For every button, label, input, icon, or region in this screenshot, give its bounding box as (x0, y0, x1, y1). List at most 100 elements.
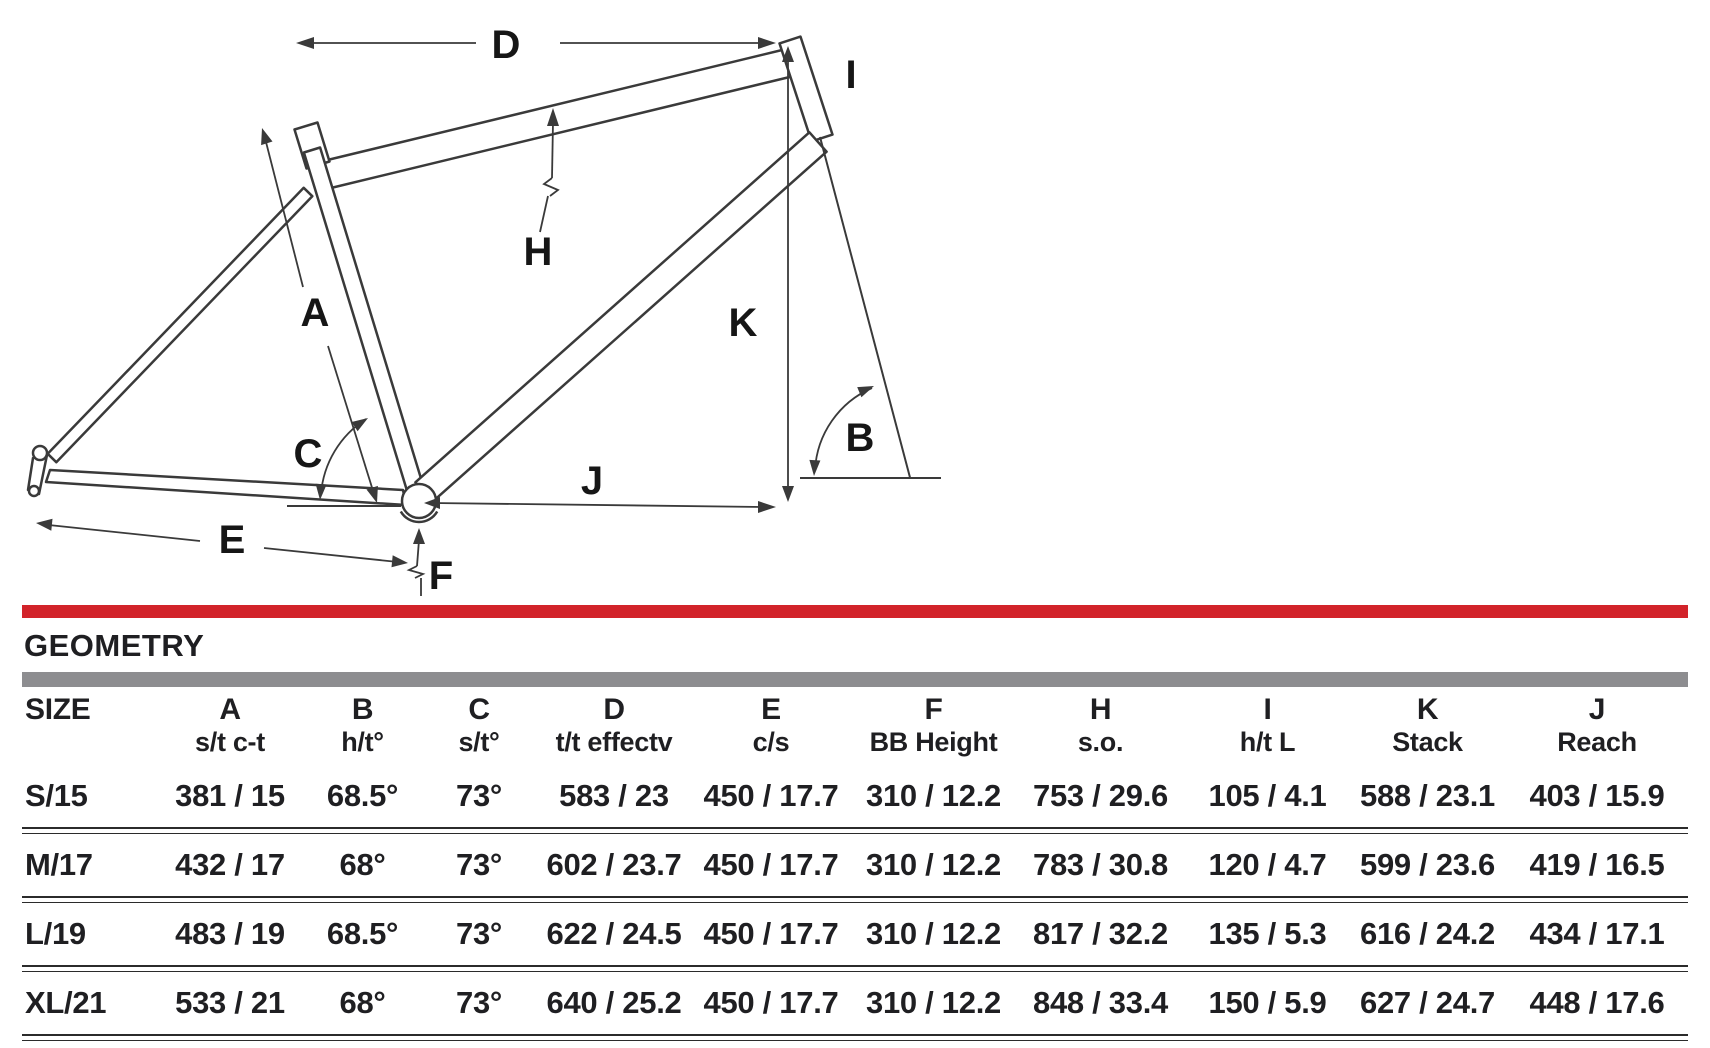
column-header-b: B h/t° (305, 687, 420, 765)
row-separator (22, 896, 1688, 903)
column-header-k: K Stack (1349, 687, 1506, 765)
header-sub: BB Height (869, 727, 998, 757)
size-label: XL/21 (25, 985, 107, 1020)
header-letter: E (761, 693, 781, 726)
value-e: 450 / 17.7 (703, 916, 839, 951)
value-e: 450 / 17.7 (703, 985, 839, 1020)
value-j: 419 / 16.5 (1529, 847, 1665, 882)
value-d: 640 / 25.2 (546, 985, 682, 1020)
label-j: J (581, 459, 603, 503)
header-sub: h/t° (341, 727, 384, 757)
header-letter: A (219, 693, 241, 726)
value-k: 588 / 23.1 (1360, 778, 1495, 813)
value-k: 616 / 24.2 (1360, 916, 1495, 951)
value-f: 310 / 12.2 (866, 985, 1001, 1020)
value-f: 310 / 12.2 (866, 916, 1001, 951)
header-sub: t/t effectv (555, 727, 673, 757)
label-i: I (845, 53, 856, 97)
label-a: A (301, 291, 330, 335)
bike-frame (26, 35, 834, 524)
row-separator (22, 965, 1688, 972)
header-sub: h/t L (1239, 727, 1296, 757)
value-c: 73° (456, 985, 502, 1020)
column-header-j: J Reach (1506, 687, 1688, 765)
value-i: 105 / 4.1 (1208, 778, 1327, 813)
header-sub: s.o. (1077, 727, 1124, 757)
header-letter: B (351, 693, 374, 726)
break-symbol-h (542, 177, 560, 197)
value-k: 599 / 23.6 (1360, 847, 1495, 882)
column-header-size: SIZE (22, 687, 155, 765)
value-j: 403 / 15.9 (1529, 778, 1665, 813)
column-header-f: F BB Height (852, 687, 1015, 765)
size-label: L/19 (25, 916, 86, 951)
value-h: 753 / 29.6 (1033, 778, 1168, 813)
down-tube (414, 131, 828, 503)
column-header-a: A s/t c-t (155, 687, 305, 765)
head-tube (778, 35, 834, 143)
value-e: 450 / 17.7 (703, 778, 839, 813)
value-c: 73° (456, 916, 502, 951)
value-c: 73° (456, 778, 502, 813)
header-letter: D (603, 693, 625, 726)
seat-stay-tube (46, 186, 314, 464)
value-h: 817 / 32.2 (1033, 916, 1168, 951)
header-letter: H (1089, 693, 1112, 726)
header-sub: Stack (1392, 727, 1463, 757)
value-f: 310 / 12.2 (866, 778, 1001, 813)
red-divider-bar (22, 605, 1688, 618)
chain-stay-tube (44, 468, 408, 507)
header-letter: C (468, 693, 490, 726)
header-letter: J (1588, 693, 1606, 726)
gray-divider-bar (22, 672, 1688, 687)
row-separator (22, 827, 1688, 834)
label-b: B (846, 416, 875, 460)
value-k: 627 / 24.7 (1360, 985, 1495, 1020)
column-header-e: E c/s (690, 687, 852, 765)
value-b: 68.5° (326, 916, 399, 951)
column-header-h: H s.o. (1015, 687, 1186, 765)
value-d: 583 / 23 (559, 778, 669, 813)
value-h: 783 / 30.8 (1033, 847, 1168, 882)
spec-section: GEOMETRY SIZE A s/t c-t B h/t° C s/t° D (0, 605, 1710, 1041)
row-separator (22, 1034, 1688, 1041)
label-d: D (492, 23, 521, 67)
header-letter: SIZE (25, 693, 91, 726)
value-j: 434 / 17.1 (1529, 916, 1665, 951)
label-f: F (429, 554, 453, 598)
value-e: 450 / 17.7 (703, 847, 839, 882)
column-header-d: D t/t effectv (538, 687, 690, 765)
dimension-arrowheads (36, 37, 874, 568)
bb-shell-rim (399, 510, 439, 524)
value-f: 310 / 12.2 (866, 847, 1001, 882)
header-letter: I (1263, 693, 1272, 726)
value-a: 483 / 19 (175, 916, 285, 951)
label-e: E (219, 518, 246, 562)
header-sub: Reach (1557, 727, 1637, 757)
column-header-i: I h/t L (1186, 687, 1349, 765)
value-b: 68° (339, 985, 386, 1020)
value-i: 135 / 5.3 (1208, 916, 1327, 951)
size-label: M/17 (25, 847, 93, 882)
steering-axis-line (819, 136, 911, 478)
column-header-c: C s/t° (420, 687, 538, 765)
break-symbol-f (406, 565, 426, 579)
dropout-eyelet-top (31, 444, 49, 462)
section-title: GEOMETRY (24, 628, 205, 663)
value-b: 68° (339, 847, 386, 882)
value-b: 68.5° (326, 778, 399, 813)
value-i: 120 / 4.7 (1208, 847, 1327, 882)
value-a: 381 / 15 (175, 778, 285, 813)
frame-geometry-diagram: D I H A K C B J E F (26, 23, 941, 598)
value-d: 602 / 23.7 (546, 847, 682, 882)
value-a: 533 / 21 (175, 985, 285, 1020)
value-c: 73° (456, 847, 502, 882)
geometry-table: SIZE A s/t c-t B h/t° C s/t° D t/t effec… (22, 687, 1688, 1041)
value-a: 432 / 17 (175, 847, 285, 882)
reference-lines (287, 136, 941, 507)
frame-diagram-area: D I H A K C B J E F (26, 23, 941, 598)
dropout-eyelet-bottom (27, 484, 41, 498)
header-letter: F (924, 693, 943, 726)
label-h: H (524, 230, 553, 274)
